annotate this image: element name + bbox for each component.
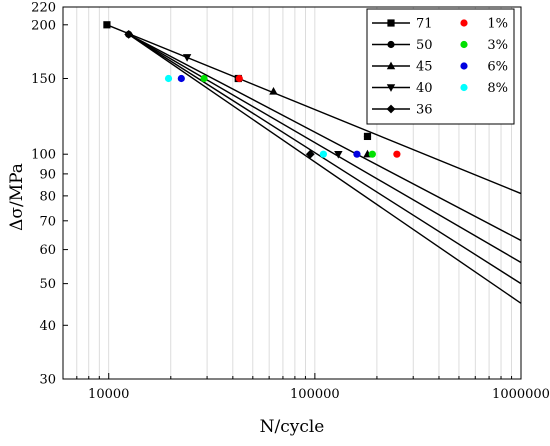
y-tick-label: 220 <box>31 1 56 16</box>
scatter-point <box>200 74 208 83</box>
scatter-point <box>319 150 327 158</box>
series-point-71 <box>103 21 111 29</box>
scatter-point <box>368 150 376 158</box>
y-tick-label: 90 <box>39 167 56 182</box>
y-tick-label: 150 <box>31 72 56 87</box>
legend-marker <box>386 84 396 92</box>
scatter-point <box>235 74 243 83</box>
legend-label: 40 <box>416 81 433 96</box>
legend-marker <box>460 83 468 92</box>
legend-label: 36 <box>416 103 433 118</box>
legend-label: 1% <box>487 17 508 32</box>
legend-label: 71 <box>416 17 433 32</box>
x-tick-label: 1000000 <box>492 387 550 402</box>
series-point-45 <box>269 86 278 95</box>
y-tick-label: 70 <box>39 214 56 229</box>
series-line-36 <box>128 33 521 304</box>
series-point-50 <box>363 132 372 141</box>
legend: 71 50 45 40 36 1% 3% 6% 8% <box>366 8 515 125</box>
scatter-layer <box>164 74 401 158</box>
tick-layer: 10000 100000 1000000 30 40 50 60 70 80 90 100 150 20… <box>31 1 550 403</box>
legend-marker <box>387 19 395 27</box>
y-tick-label: 60 <box>39 243 56 258</box>
series-line-40 <box>128 33 521 285</box>
series-point-40 <box>182 54 192 62</box>
legend-label: 50 <box>416 38 433 53</box>
y-axis-title: Δσ/MPa <box>7 163 27 231</box>
legend-marker <box>460 62 468 70</box>
y-tick-label: 100 <box>31 148 56 163</box>
scatter-point <box>353 150 361 158</box>
legend-marker <box>386 61 396 70</box>
y-tick-label: 40 <box>39 319 56 334</box>
y-tick-label: 30 <box>39 373 56 388</box>
legend-label: 6% <box>487 60 508 75</box>
series-point-36 <box>305 149 315 159</box>
y-tick-label: 80 <box>39 189 56 204</box>
series-line-50 <box>128 33 521 242</box>
legend-marker <box>460 19 468 27</box>
legend-marker <box>387 40 395 49</box>
series-layer <box>103 21 521 304</box>
scatter-point <box>177 74 185 83</box>
scatter-point <box>164 74 173 83</box>
y-tick-label: 200 <box>31 18 56 33</box>
legend-label: 45 <box>416 60 433 75</box>
x-tick-label: 100000 <box>290 387 340 402</box>
legend-marker <box>460 40 468 49</box>
x-axis-title: N/cycle <box>260 417 325 437</box>
x-tick-label: 10000 <box>88 387 129 402</box>
scatter-point <box>393 150 401 158</box>
y-tick-label: 50 <box>39 277 56 292</box>
legend-label: 3% <box>487 38 508 53</box>
series-line-45 <box>128 33 521 264</box>
series-line-71 <box>106 24 521 195</box>
legend-label: 8% <box>487 81 508 96</box>
grid-layer <box>76 7 512 379</box>
series-point-40 <box>334 151 343 159</box>
legend-marker <box>386 104 396 114</box>
series-point-36 <box>124 29 134 39</box>
